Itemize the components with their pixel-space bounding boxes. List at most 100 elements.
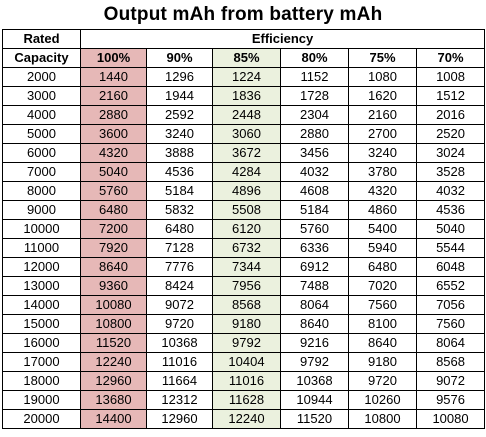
output-70-cell: 7560 — [415, 314, 486, 334]
output-90-cell: 11664 — [146, 371, 213, 391]
output-75-cell: 9720 — [348, 371, 417, 391]
output-100-cell: 14400 — [80, 409, 147, 429]
output-75-cell: 4320 — [348, 181, 417, 201]
output-70-cell: 7056 — [415, 295, 486, 315]
output-70-cell: 1008 — [415, 67, 486, 87]
output-90-cell: 1296 — [146, 67, 213, 87]
output-100-cell: 10800 — [80, 314, 147, 334]
rated-capacity-cell: 11000 — [2, 238, 81, 258]
output-90-cell: 7128 — [146, 238, 213, 258]
output-70-cell: 2520 — [415, 124, 486, 144]
output-80-cell: 6912 — [280, 257, 349, 277]
output-100-cell: 10080 — [80, 295, 147, 315]
output-75-cell: 2160 — [348, 105, 417, 125]
output-80-cell: 8640 — [280, 314, 349, 334]
output-75-cell: 3780 — [348, 162, 417, 182]
output-100-cell: 11520 — [80, 333, 147, 353]
output-100-cell: 6480 — [80, 200, 147, 220]
efficiency-80-header: 80% — [280, 48, 349, 68]
output-70-cell: 3024 — [415, 143, 486, 163]
output-90-cell: 7776 — [146, 257, 213, 277]
output-70-cell: 3528 — [415, 162, 486, 182]
output-70-cell: 1512 — [415, 86, 486, 106]
output-85-cell: 10404 — [212, 352, 281, 372]
output-85-cell: 4284 — [212, 162, 281, 182]
table-row: 12000 8640 7776 7344 6912 6480 6048 — [2, 257, 486, 277]
output-100-cell: 7920 — [80, 238, 147, 258]
rated-capacity-cell: 12000 — [2, 257, 81, 277]
table-title: Output mAh from battery mAh — [103, 4, 383, 25]
output-90-cell: 12960 — [146, 409, 213, 429]
output-100-cell: 9360 — [80, 276, 147, 296]
table-row: 11000 7920 7128 6732 6336 5940 5544 — [2, 238, 486, 258]
output-75-cell: 7020 — [348, 276, 417, 296]
efficiency-100-header: 100% — [80, 48, 147, 68]
output-75-cell: 8100 — [348, 314, 417, 334]
output-80-cell: 1728 — [280, 86, 349, 106]
rated-capacity-cell: 13000 — [2, 276, 81, 296]
rated-capacity-cell: 2000 — [2, 67, 81, 87]
rated-capacity-cell: 14000 — [2, 295, 81, 315]
output-75-cell: 10800 — [348, 409, 417, 429]
output-70-cell: 8568 — [415, 352, 486, 372]
output-100-cell: 4320 — [80, 143, 147, 163]
output-85-cell: 3060 — [212, 124, 281, 144]
output-100-cell: 2880 — [80, 105, 147, 125]
output-90-cell: 5832 — [146, 200, 213, 220]
table-row: 17000 12240 11016 10404 9792 9180 8568 — [2, 352, 486, 372]
output-100-cell: 5040 — [80, 162, 147, 182]
output-75-cell: 5400 — [348, 219, 417, 239]
output-90-cell: 11016 — [146, 352, 213, 372]
output-75-cell: 7560 — [348, 295, 417, 315]
rated-capacity-cell: 16000 — [2, 333, 81, 353]
output-80-cell: 4608 — [280, 181, 349, 201]
table-row: 7000 5040 4536 4284 4032 3780 3528 — [2, 162, 486, 182]
capacity-header: Capacity — [2, 48, 81, 68]
efficiency-70-header: 70% — [415, 48, 486, 68]
output-80-cell: 2304 — [280, 105, 349, 125]
output-80-cell: 2880 — [280, 124, 349, 144]
output-75-cell: 4860 — [348, 200, 417, 220]
output-80-cell: 1152 — [280, 67, 349, 87]
header-row-2: Capacity 100% 90% 85% 80% 75% 70% — [2, 48, 486, 68]
output-80-cell: 4032 — [280, 162, 349, 182]
output-100-cell: 12960 — [80, 371, 147, 391]
output-70-cell: 2016 — [415, 105, 486, 125]
output-90-cell: 3888 — [146, 143, 213, 163]
efficiency-90-header: 90% — [146, 48, 213, 68]
output-85-cell: 12240 — [212, 409, 281, 429]
rated-capacity-cell: 4000 — [2, 105, 81, 125]
output-70-cell: 6048 — [415, 257, 486, 277]
table-row: 20000 14400 12960 12240 11520 10800 10080 — [2, 409, 486, 429]
output-90-cell: 8424 — [146, 276, 213, 296]
table-row: 13000 9360 8424 7956 7488 7020 6552 — [2, 276, 486, 296]
table-row: 4000 2880 2592 2448 2304 2160 2016 — [2, 105, 486, 125]
output-85-cell: 11628 — [212, 390, 281, 410]
output-85-cell: 11016 — [212, 371, 281, 391]
rated-capacity-cell: 9000 — [2, 200, 81, 220]
output-80-cell: 9216 — [280, 333, 349, 353]
output-70-cell: 8064 — [415, 333, 486, 353]
table-row: 8000 5760 5184 4896 4608 4320 4032 — [2, 181, 486, 201]
table-row: 10000 7200 6480 6120 5760 5400 5040 — [2, 219, 486, 239]
output-100-cell: 12240 — [80, 352, 147, 372]
output-85-cell: 5508 — [212, 200, 281, 220]
output-80-cell: 7488 — [280, 276, 349, 296]
output-75-cell: 9180 — [348, 352, 417, 372]
output-100-cell: 3600 — [80, 124, 147, 144]
rated-capacity-cell: 3000 — [2, 86, 81, 106]
rated-capacity-cell: 18000 — [2, 371, 81, 391]
output-80-cell: 3456 — [280, 143, 349, 163]
output-80-cell: 10944 — [280, 390, 349, 410]
table-row: 15000 10800 9720 9180 8640 8100 7560 — [2, 314, 486, 334]
output-75-cell: 1080 — [348, 67, 417, 87]
rated-capacity-cell: 20000 — [2, 409, 81, 429]
output-80-cell: 6336 — [280, 238, 349, 258]
header-row-1: Rated Efficiency — [2, 29, 486, 49]
table-row: 6000 4320 3888 3672 3456 3240 3024 — [2, 143, 486, 163]
table-row: 5000 3600 3240 3060 2880 2700 2520 — [2, 124, 486, 144]
output-100-cell: 5760 — [80, 181, 147, 201]
output-85-cell: 8568 — [212, 295, 281, 315]
output-100-cell: 13680 — [80, 390, 147, 410]
output-85-cell: 2448 — [212, 105, 281, 125]
